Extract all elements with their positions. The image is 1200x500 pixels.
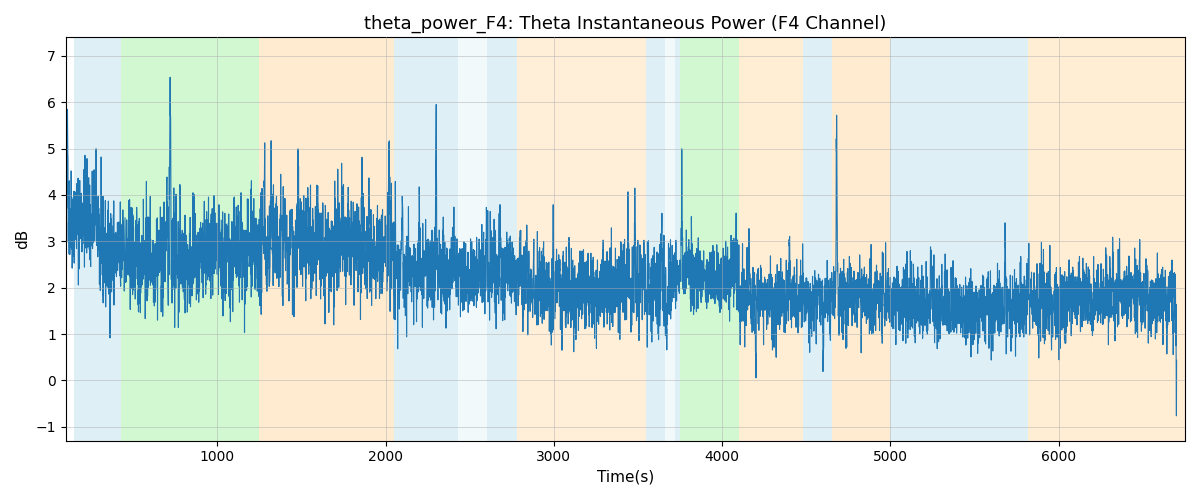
Bar	[647, 38, 665, 440]
Bar	[665, 38, 676, 440]
Bar	[739, 38, 803, 440]
Bar	[680, 38, 739, 440]
Bar	[259, 38, 394, 440]
Bar	[571, 38, 647, 440]
Bar	[74, 38, 121, 440]
Bar	[394, 38, 458, 440]
Bar	[458, 38, 486, 440]
Bar	[832, 38, 890, 440]
Y-axis label: dB: dB	[16, 229, 30, 249]
Bar	[803, 38, 832, 440]
X-axis label: Time(s): Time(s)	[596, 470, 654, 485]
Bar	[517, 38, 571, 440]
Bar	[890, 38, 1028, 440]
Title: theta_power_F4: Theta Instantaneous Power (F4 Channel): theta_power_F4: Theta Instantaneous Powe…	[365, 15, 887, 34]
Bar	[676, 38, 680, 440]
Bar	[121, 38, 259, 440]
Bar	[1028, 38, 1186, 440]
Bar	[486, 38, 517, 440]
